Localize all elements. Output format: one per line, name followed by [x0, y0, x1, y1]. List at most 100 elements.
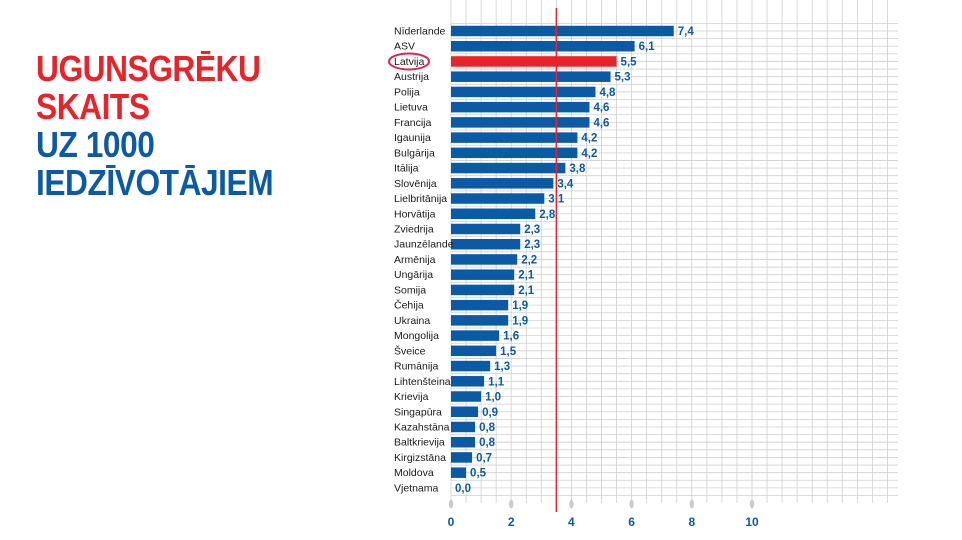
value-label: 1,6: [503, 331, 519, 343]
bar-20: [451, 330, 500, 341]
bar-22: [451, 360, 491, 372]
bar-7: [451, 132, 578, 143]
bar-9: [451, 162, 566, 174]
category-label: Nīderlande: [394, 26, 446, 38]
value-label: 2,1: [518, 270, 535, 282]
value-label: 4,6: [593, 102, 609, 114]
value-label: 3,8: [569, 163, 586, 175]
x-tick-marker: [629, 499, 634, 509]
value-label: 1,1: [488, 376, 505, 388]
category-label: Singapūra: [394, 406, 442, 418]
title-line-2: SKAITS: [36, 86, 150, 127]
category-label: Lietuva: [394, 102, 428, 114]
bar-25: [451, 406, 479, 417]
title-line-4: IEDZĪVOTĀJIEM: [36, 162, 274, 203]
category-label: Moldova: [394, 467, 434, 479]
category-label: Slovēnija: [394, 178, 437, 190]
category-label: Latvija: [394, 56, 425, 68]
value-label: 1,5: [500, 346, 517, 358]
category-label: ASV: [394, 41, 415, 53]
category-label: Polija: [394, 86, 420, 98]
x-tick-marker: [749, 499, 755, 509]
bar-11: [451, 193, 545, 204]
bar-24: [451, 391, 482, 402]
bar-6: [451, 117, 590, 128]
bar-1: [451, 40, 635, 52]
category-label: Kazahstāna: [394, 421, 450, 433]
value-label: 4,6: [593, 117, 609, 129]
bar-19: [451, 315, 509, 326]
category-label: Šveice: [394, 344, 426, 357]
category-label: Francija: [394, 117, 432, 129]
bar-23: [451, 376, 485, 387]
value-label: 4,8: [599, 87, 616, 99]
value-label: 0,7: [476, 452, 492, 464]
category-label: Mongolija: [394, 330, 439, 342]
bar-17: [451, 284, 515, 296]
x-tick-label: 2: [508, 515, 515, 529]
x-tick-label: 8: [688, 515, 695, 529]
value-label: 0,0: [455, 483, 471, 495]
value-label: 1,9: [512, 315, 528, 327]
value-label: 2,8: [539, 209, 556, 221]
x-tick-label: 0: [448, 515, 455, 529]
bar-28: [451, 452, 473, 463]
category-label: Lielbritānija: [394, 193, 447, 205]
category-label: Vjetnama: [394, 482, 439, 494]
bar-2: [451, 56, 617, 67]
value-label: 1,0: [485, 392, 501, 404]
bar-15: [451, 254, 518, 265]
value-label: 5,5: [621, 56, 638, 68]
highlight-circle: [388, 52, 430, 71]
value-label: 0,5: [470, 468, 487, 480]
x-tick-marker: [448, 499, 454, 509]
bar-3: [451, 71, 611, 82]
value-label: 7,4: [678, 26, 695, 38]
bar-10: [451, 178, 554, 189]
value-label: 0,8: [479, 437, 496, 449]
value-label: 2,1: [518, 285, 535, 297]
value-label: 2,3: [524, 239, 540, 251]
x-tick-marker: [689, 499, 694, 509]
value-label: 2,2: [521, 254, 537, 266]
value-label: 6,1: [639, 41, 656, 53]
bar-0: [451, 25, 674, 37]
title-line-3: UZ 1000: [36, 124, 155, 165]
value-label: 4,2: [581, 133, 597, 145]
value-label: 2,3: [524, 224, 540, 236]
bar-29: [451, 467, 467, 478]
category-label: Ungārija: [394, 269, 433, 281]
x-tick-marker: [509, 499, 514, 509]
chart-title: UGUNSGRĒKU SKAITS UZ 1000 IEDZĪVOTĀJIEM: [36, 48, 274, 203]
bar-8: [451, 147, 578, 159]
bar-4: [451, 86, 596, 98]
bar-26: [451, 421, 476, 433]
value-label: 5,3: [615, 72, 631, 84]
value-label: 1,9: [512, 300, 528, 312]
category-label: Armēnija: [394, 254, 436, 266]
category-label: Ukraina: [394, 315, 430, 327]
category-label: Kirgizstāna: [394, 452, 446, 464]
bar-27: [451, 436, 476, 448]
category-label: Lihtenšteina: [394, 376, 451, 388]
value-label: 4,2: [581, 148, 597, 160]
category-label: Somija: [394, 284, 426, 296]
x-tick-marker: [569, 499, 574, 509]
bar-21: [451, 345, 497, 357]
category-label: Krievija: [394, 391, 429, 403]
x-tick-label: 10: [745, 515, 759, 529]
category-label: Jaunzēlande: [394, 239, 454, 251]
category-label: Baltkrievija: [394, 437, 445, 449]
x-tick-label: 6: [628, 515, 635, 529]
title-line-1: UGUNSGRĒKU: [36, 48, 261, 89]
category-label: Bulgārija: [394, 147, 435, 159]
value-label: 0,8: [479, 422, 496, 434]
category-label: Zviedrija: [394, 223, 434, 235]
category-label: Itālija: [394, 163, 419, 175]
bar-18: [451, 299, 509, 311]
category-label: Igaunija: [394, 132, 431, 144]
category-label: Rumānija: [394, 361, 439, 373]
value-label: 1,3: [494, 361, 510, 373]
x-tick-label: 4: [568, 515, 575, 529]
